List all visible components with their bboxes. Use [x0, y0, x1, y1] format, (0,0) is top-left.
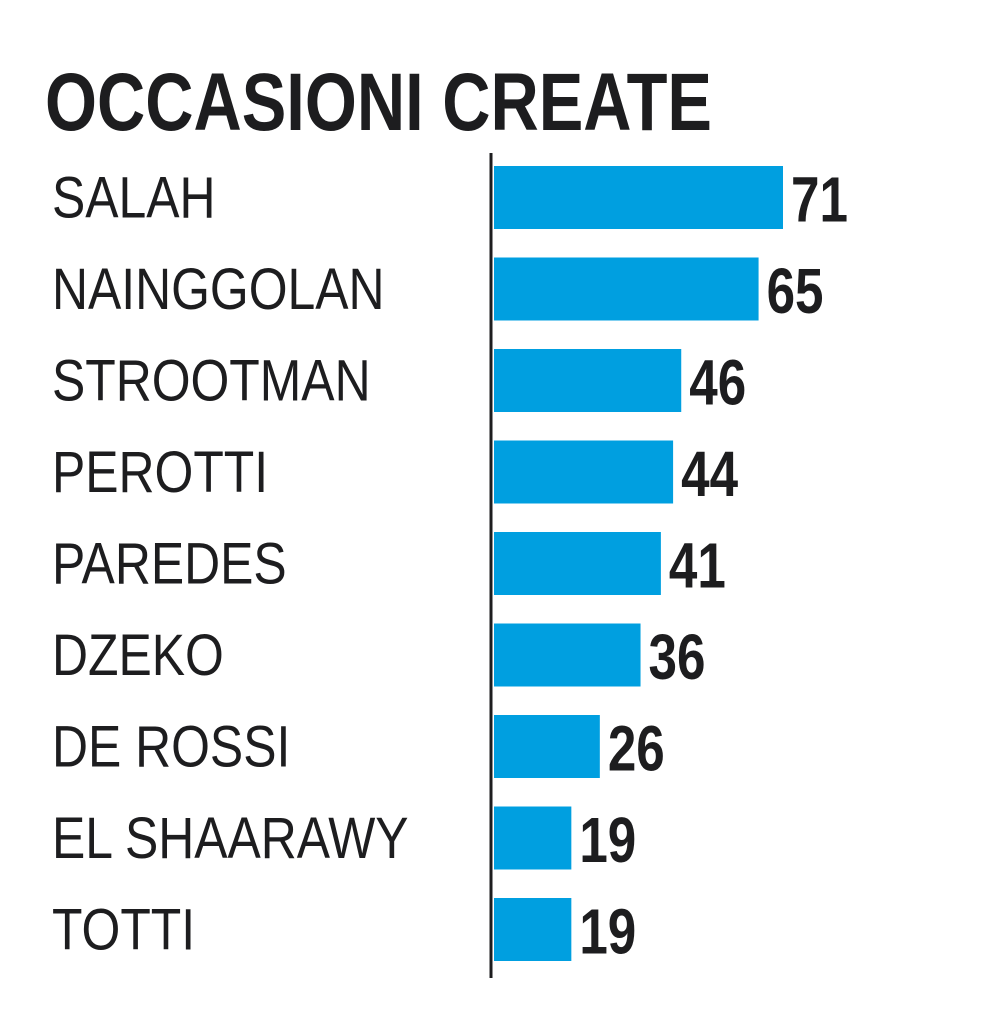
- value-label: 19: [579, 897, 636, 968]
- value-label: 26: [608, 714, 665, 785]
- category-label: TOTTI: [52, 898, 195, 962]
- bar: [494, 532, 661, 595]
- value-label: 41: [669, 531, 726, 602]
- chart-title: OCCASIONI CREATE: [45, 57, 712, 148]
- category-label: PEROTTI: [52, 441, 268, 505]
- bar: [494, 715, 600, 778]
- category-label: NAINGGOLAN: [52, 258, 385, 322]
- category-label: DE ROSSI: [52, 715, 290, 779]
- bar: [494, 166, 783, 229]
- category-label: DZEKO: [52, 624, 224, 688]
- value-label: 19: [579, 806, 636, 877]
- bar: [494, 349, 682, 412]
- bar: [494, 257, 759, 321]
- value-label: 65: [767, 257, 824, 328]
- category-label: STROOTMAN: [52, 349, 371, 413]
- bar: [494, 623, 641, 687]
- category-label: EL SHAARAWY: [52, 807, 409, 871]
- bar: [494, 440, 674, 504]
- category-label: PAREDES: [52, 532, 287, 596]
- category-label: SALAH: [52, 166, 216, 230]
- value-label: 44: [681, 440, 738, 511]
- bar: [494, 898, 572, 961]
- value-label: 36: [649, 623, 706, 694]
- bar: [494, 806, 572, 870]
- value-label: 46: [689, 348, 746, 419]
- value-label: 71: [791, 165, 848, 236]
